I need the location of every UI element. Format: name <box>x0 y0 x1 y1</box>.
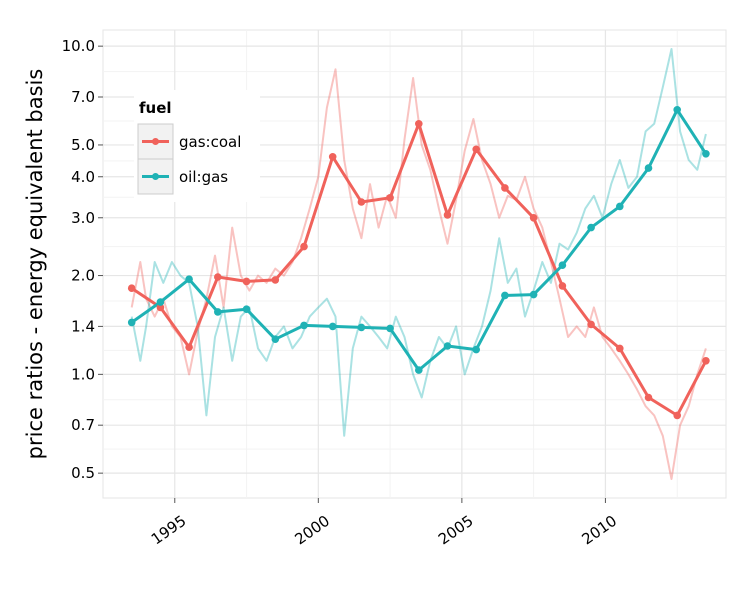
data-point-gas-coal <box>185 343 193 352</box>
data-point-oil-gas <box>214 308 222 316</box>
data-point-oil-gas <box>300 321 308 330</box>
data-point-oil-gas <box>185 275 193 284</box>
y-tick-label: 7.0 <box>71 88 95 106</box>
data-point-oil-gas <box>558 261 567 270</box>
data-point-gas-coal <box>702 357 710 365</box>
data-point-gas-coal <box>328 153 337 161</box>
y-tick-label: 1.0 <box>71 365 95 383</box>
y-tick-label: 0.5 <box>71 464 95 482</box>
y-tick-label: 5.0 <box>71 136 95 154</box>
data-point-oil-gas <box>328 322 337 331</box>
monthly-line-oil-gas <box>130 48 707 437</box>
data-point-oil-gas <box>443 342 452 350</box>
y-tick-label: 2.0 <box>71 267 95 285</box>
y-axis-ticks: 0.5 0.7 1.0 1.4 2.0 3.0 4.0 5.0 7.0 10.0 <box>62 37 103 482</box>
legend-title: fuel <box>139 99 172 117</box>
data-point-gas-coal <box>616 344 624 353</box>
y-tick-label: 10.0 <box>62 37 95 55</box>
data-point-oil-gas <box>415 366 423 374</box>
data-point-gas-coal <box>587 320 595 329</box>
data-point-oil-gas <box>529 290 538 299</box>
data-point-gas-coal <box>443 211 452 219</box>
y-tick-label: 1.4 <box>71 317 95 335</box>
legend-label-gas-coal: gas:coal <box>179 133 241 151</box>
data-point-gas-coal <box>271 276 280 284</box>
data-point-oil-gas <box>702 150 710 158</box>
y-axis-title: price ratios - energy equivalent basis <box>23 69 47 460</box>
data-point-oil-gas <box>673 106 681 114</box>
data-point-oil-gas <box>501 291 509 300</box>
data-point-gas-coal <box>386 194 394 202</box>
data-point-gas-coal <box>357 198 366 206</box>
data-point-gas-coal <box>644 393 653 402</box>
legend-marker-oil-gas <box>152 173 159 180</box>
data-point-gas-coal <box>214 273 222 281</box>
data-point-gas-coal <box>472 145 481 154</box>
data-point-gas-coal <box>558 282 567 290</box>
data-point-gas-coal <box>242 277 251 286</box>
data-point-oil-gas <box>271 335 280 344</box>
y-tick-label: 3.0 <box>71 209 95 227</box>
legend-label-oil-gas: oil:gas <box>179 168 228 186</box>
data-point-gas-coal <box>673 411 681 420</box>
annual-points-layer <box>127 106 710 420</box>
legend-marker-gas-coal <box>152 138 159 145</box>
monthly-line-gas-coal <box>130 68 707 480</box>
data-point-oil-gas <box>386 324 394 333</box>
data-point-oil-gas <box>587 223 595 232</box>
data-point-gas-coal <box>501 184 509 192</box>
data-point-gas-coal <box>300 242 308 251</box>
y-tick-label: 4.0 <box>71 168 95 186</box>
legend: fuel gas:coal oil:gas <box>134 90 260 202</box>
data-point-gas-coal <box>156 303 165 312</box>
data-point-oil-gas <box>472 345 481 354</box>
data-point-oil-gas <box>156 298 165 306</box>
data-point-gas-coal <box>415 120 423 128</box>
monthly-series-layer <box>130 48 707 480</box>
data-point-oil-gas <box>616 202 624 211</box>
data-point-gas-coal <box>529 214 538 222</box>
data-point-oil-gas <box>127 318 136 327</box>
data-point-oil-gas <box>242 305 251 314</box>
data-point-oil-gas <box>644 164 653 172</box>
y-tick-label: 0.7 <box>71 416 95 434</box>
data-point-gas-coal <box>127 284 136 293</box>
data-point-oil-gas <box>357 323 366 332</box>
